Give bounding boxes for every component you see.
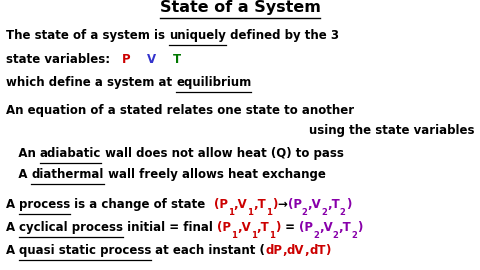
Text: P: P xyxy=(122,53,131,66)
Text: quasi static process: quasi static process xyxy=(19,244,151,257)
Text: ,T: ,T xyxy=(327,198,340,211)
Text: dP: dP xyxy=(265,244,282,257)
Text: A: A xyxy=(6,244,19,257)
Text: State of a System: State of a System xyxy=(159,0,321,15)
Text: using the state variables: using the state variables xyxy=(309,124,474,137)
Text: ,: , xyxy=(304,244,309,257)
Text: ): ) xyxy=(346,198,351,211)
Text: 2: 2 xyxy=(313,231,319,239)
Text: which define a system at: which define a system at xyxy=(6,76,176,89)
Text: ,T: ,T xyxy=(257,221,269,234)
Text: 1: 1 xyxy=(228,208,234,217)
Text: defined by the 3: defined by the 3 xyxy=(226,29,339,42)
Text: dV: dV xyxy=(287,244,304,257)
Text: ,V: ,V xyxy=(307,198,321,211)
Text: A: A xyxy=(6,221,19,234)
Text: wall does not allow heat (Q) to pass: wall does not allow heat (Q) to pass xyxy=(101,147,344,160)
Text: ,V: ,V xyxy=(234,198,248,211)
Text: 1: 1 xyxy=(266,208,272,217)
Text: T: T xyxy=(173,53,181,66)
Text: ,V: ,V xyxy=(319,221,333,234)
Text: initial = final: initial = final xyxy=(123,221,217,234)
Text: 2: 2 xyxy=(321,208,327,217)
Text: state variables:: state variables: xyxy=(6,53,122,66)
Text: 1: 1 xyxy=(269,231,276,239)
Text: is a change of state: is a change of state xyxy=(70,198,214,211)
Text: ): ) xyxy=(276,221,281,234)
Text: cyclical process: cyclical process xyxy=(19,221,123,234)
Text: ): ) xyxy=(272,198,277,211)
Text: process: process xyxy=(19,198,70,211)
Text: adiabatic: adiabatic xyxy=(40,147,101,160)
Text: An equation of a stated relates one state to another: An equation of a stated relates one stat… xyxy=(6,104,354,117)
Text: V: V xyxy=(147,53,156,66)
Text: (P: (P xyxy=(214,198,228,211)
Text: An: An xyxy=(6,147,40,160)
Text: (P: (P xyxy=(299,221,313,234)
Text: A: A xyxy=(6,198,19,211)
Text: ,V: ,V xyxy=(237,221,251,234)
Text: 2: 2 xyxy=(340,208,346,217)
Text: diathermal: diathermal xyxy=(31,168,104,181)
Text: The state of a system is: The state of a system is xyxy=(6,29,169,42)
Text: →: → xyxy=(277,198,288,211)
Text: 2: 2 xyxy=(351,231,357,239)
Text: 2: 2 xyxy=(301,208,307,217)
Text: 1: 1 xyxy=(251,231,257,239)
Text: ,T: ,T xyxy=(253,198,266,211)
Text: ): ) xyxy=(357,221,362,234)
Text: equilibrium: equilibrium xyxy=(176,76,251,89)
Text: wall freely allows heat exchange: wall freely allows heat exchange xyxy=(104,168,325,181)
Text: uniquely: uniquely xyxy=(169,29,226,42)
Text: =: = xyxy=(281,221,299,234)
Text: ,: , xyxy=(282,244,287,257)
Text: at each instant (: at each instant ( xyxy=(151,244,265,257)
Text: ): ) xyxy=(325,244,331,257)
Text: ,T: ,T xyxy=(338,221,351,234)
Text: 1: 1 xyxy=(231,231,237,239)
Text: (P: (P xyxy=(217,221,231,234)
Text: 2: 2 xyxy=(333,231,338,239)
Text: A: A xyxy=(6,168,31,181)
Text: 1: 1 xyxy=(248,208,253,217)
Text: dT: dT xyxy=(309,244,325,257)
Text: (P: (P xyxy=(288,198,301,211)
